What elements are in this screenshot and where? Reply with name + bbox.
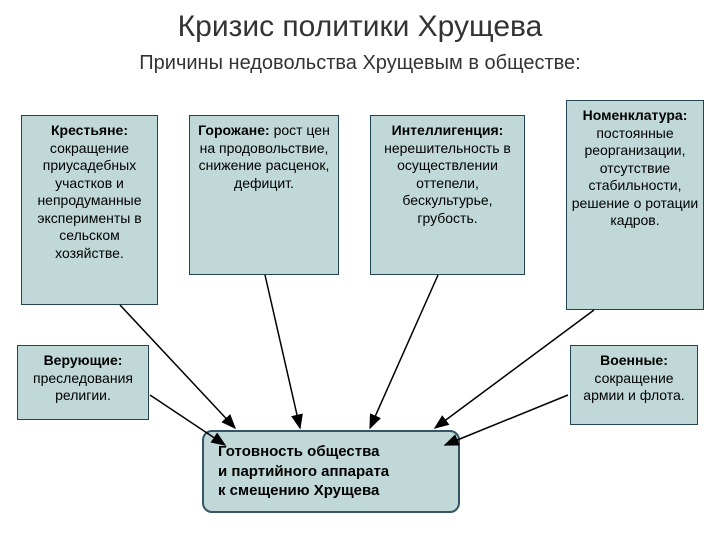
- arrow-military: [445, 395, 568, 445]
- box-peasants-text: сокращение приусадебных участков и непро…: [37, 140, 141, 261]
- box-nomenklatura-label: Номенклатура:: [583, 107, 688, 123]
- box-citizens: Горожане: рост цен на продовольствие, сн…: [189, 115, 339, 275]
- box-military: Военные: сокращение армии и флота.: [570, 345, 698, 425]
- box-believers-text: преследования религии.: [33, 370, 133, 404]
- box-peasants-label: Крестьяне:: [51, 122, 128, 138]
- box-intelligentsia-text: нерешительность в осуществлении оттепели…: [384, 140, 511, 226]
- page-subtitle: Причины недовольства Хрущевым в обществе…: [0, 52, 720, 75]
- box-military-text: сокращение армии и флота.: [583, 370, 684, 404]
- box-believers: Верующие: преследования религии.: [17, 345, 149, 420]
- box-intelligentsia-label: Интеллигенция:: [392, 122, 504, 138]
- box-intelligentsia: Интеллигенция: нерешительность в осущест…: [370, 115, 525, 275]
- center-box: Готовность обществаи партийного аппарата…: [202, 430, 460, 513]
- box-nomenklatura-text: постоянные реорганизации, отсутствие ста…: [572, 125, 698, 229]
- arrow-citizens: [265, 275, 300, 428]
- box-believers-label: Верующие:: [44, 352, 123, 368]
- page-title: Кризис политики Хрущева: [0, 0, 720, 44]
- box-nomenklatura: Номенклатура: постоянные реорганизации, …: [566, 100, 704, 310]
- box-military-label: Военные:: [600, 352, 668, 368]
- box-peasants: Крестьяне: сокращение приусадебных участ…: [21, 115, 158, 305]
- box-citizens-label: Горожане:: [198, 122, 270, 138]
- arrow-intelligentsia: [370, 275, 438, 428]
